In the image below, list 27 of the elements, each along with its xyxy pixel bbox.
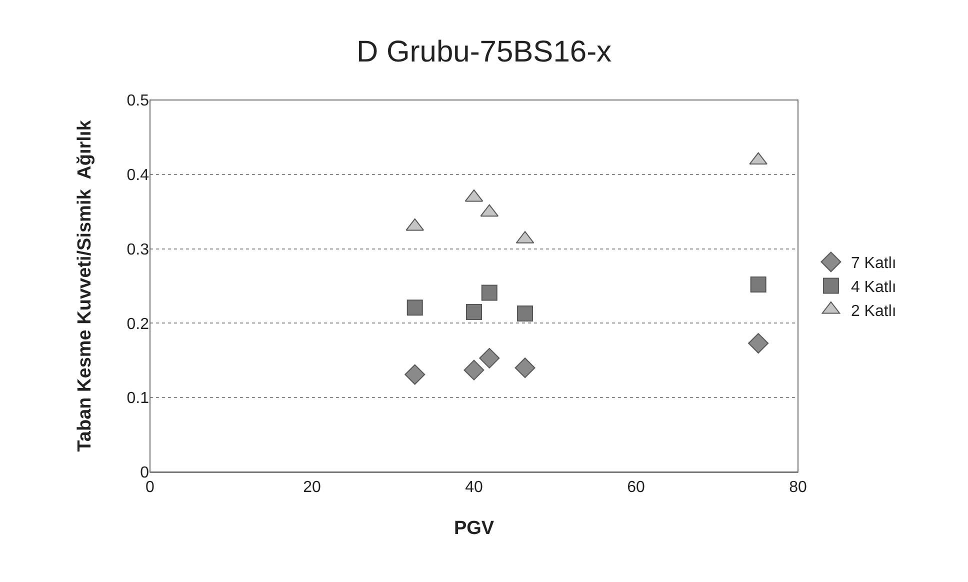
y-tick-label: 0.3 [126, 241, 150, 258]
x-tick-label: 20 [303, 479, 321, 496]
point [749, 152, 768, 165]
x-axis-title: PGV [454, 518, 494, 539]
point [464, 360, 484, 380]
y-tick-label: 0.4 [126, 167, 150, 184]
x-tick-label: 40 [465, 479, 483, 496]
chart-title: D Grubu-75BS16-x [356, 36, 612, 69]
legend-label: 4 Katlı [850, 278, 896, 296]
point [750, 276, 766, 293]
point [404, 364, 426, 385]
point [466, 304, 482, 320]
point [479, 348, 500, 368]
point [514, 358, 536, 378]
point [748, 333, 769, 354]
legend-label: 7 Katlı [850, 255, 896, 272]
x-tick-label: 60 [627, 479, 645, 496]
y-axis-title: Taban Kesme Kuvveti/Sismik Ağırlık [74, 120, 96, 452]
y-tick-label: 0.5 [126, 92, 150, 110]
point [517, 306, 534, 322]
point [406, 300, 423, 316]
y-tick-label: 0.2 [126, 316, 150, 333]
y-tick-label: 0.1 [126, 390, 150, 408]
legend-label: 2 Katlı [850, 302, 896, 320]
y-tick-label: 0 [140, 464, 150, 482]
point [481, 284, 498, 301]
x-tick-label: 80 [789, 479, 807, 496]
